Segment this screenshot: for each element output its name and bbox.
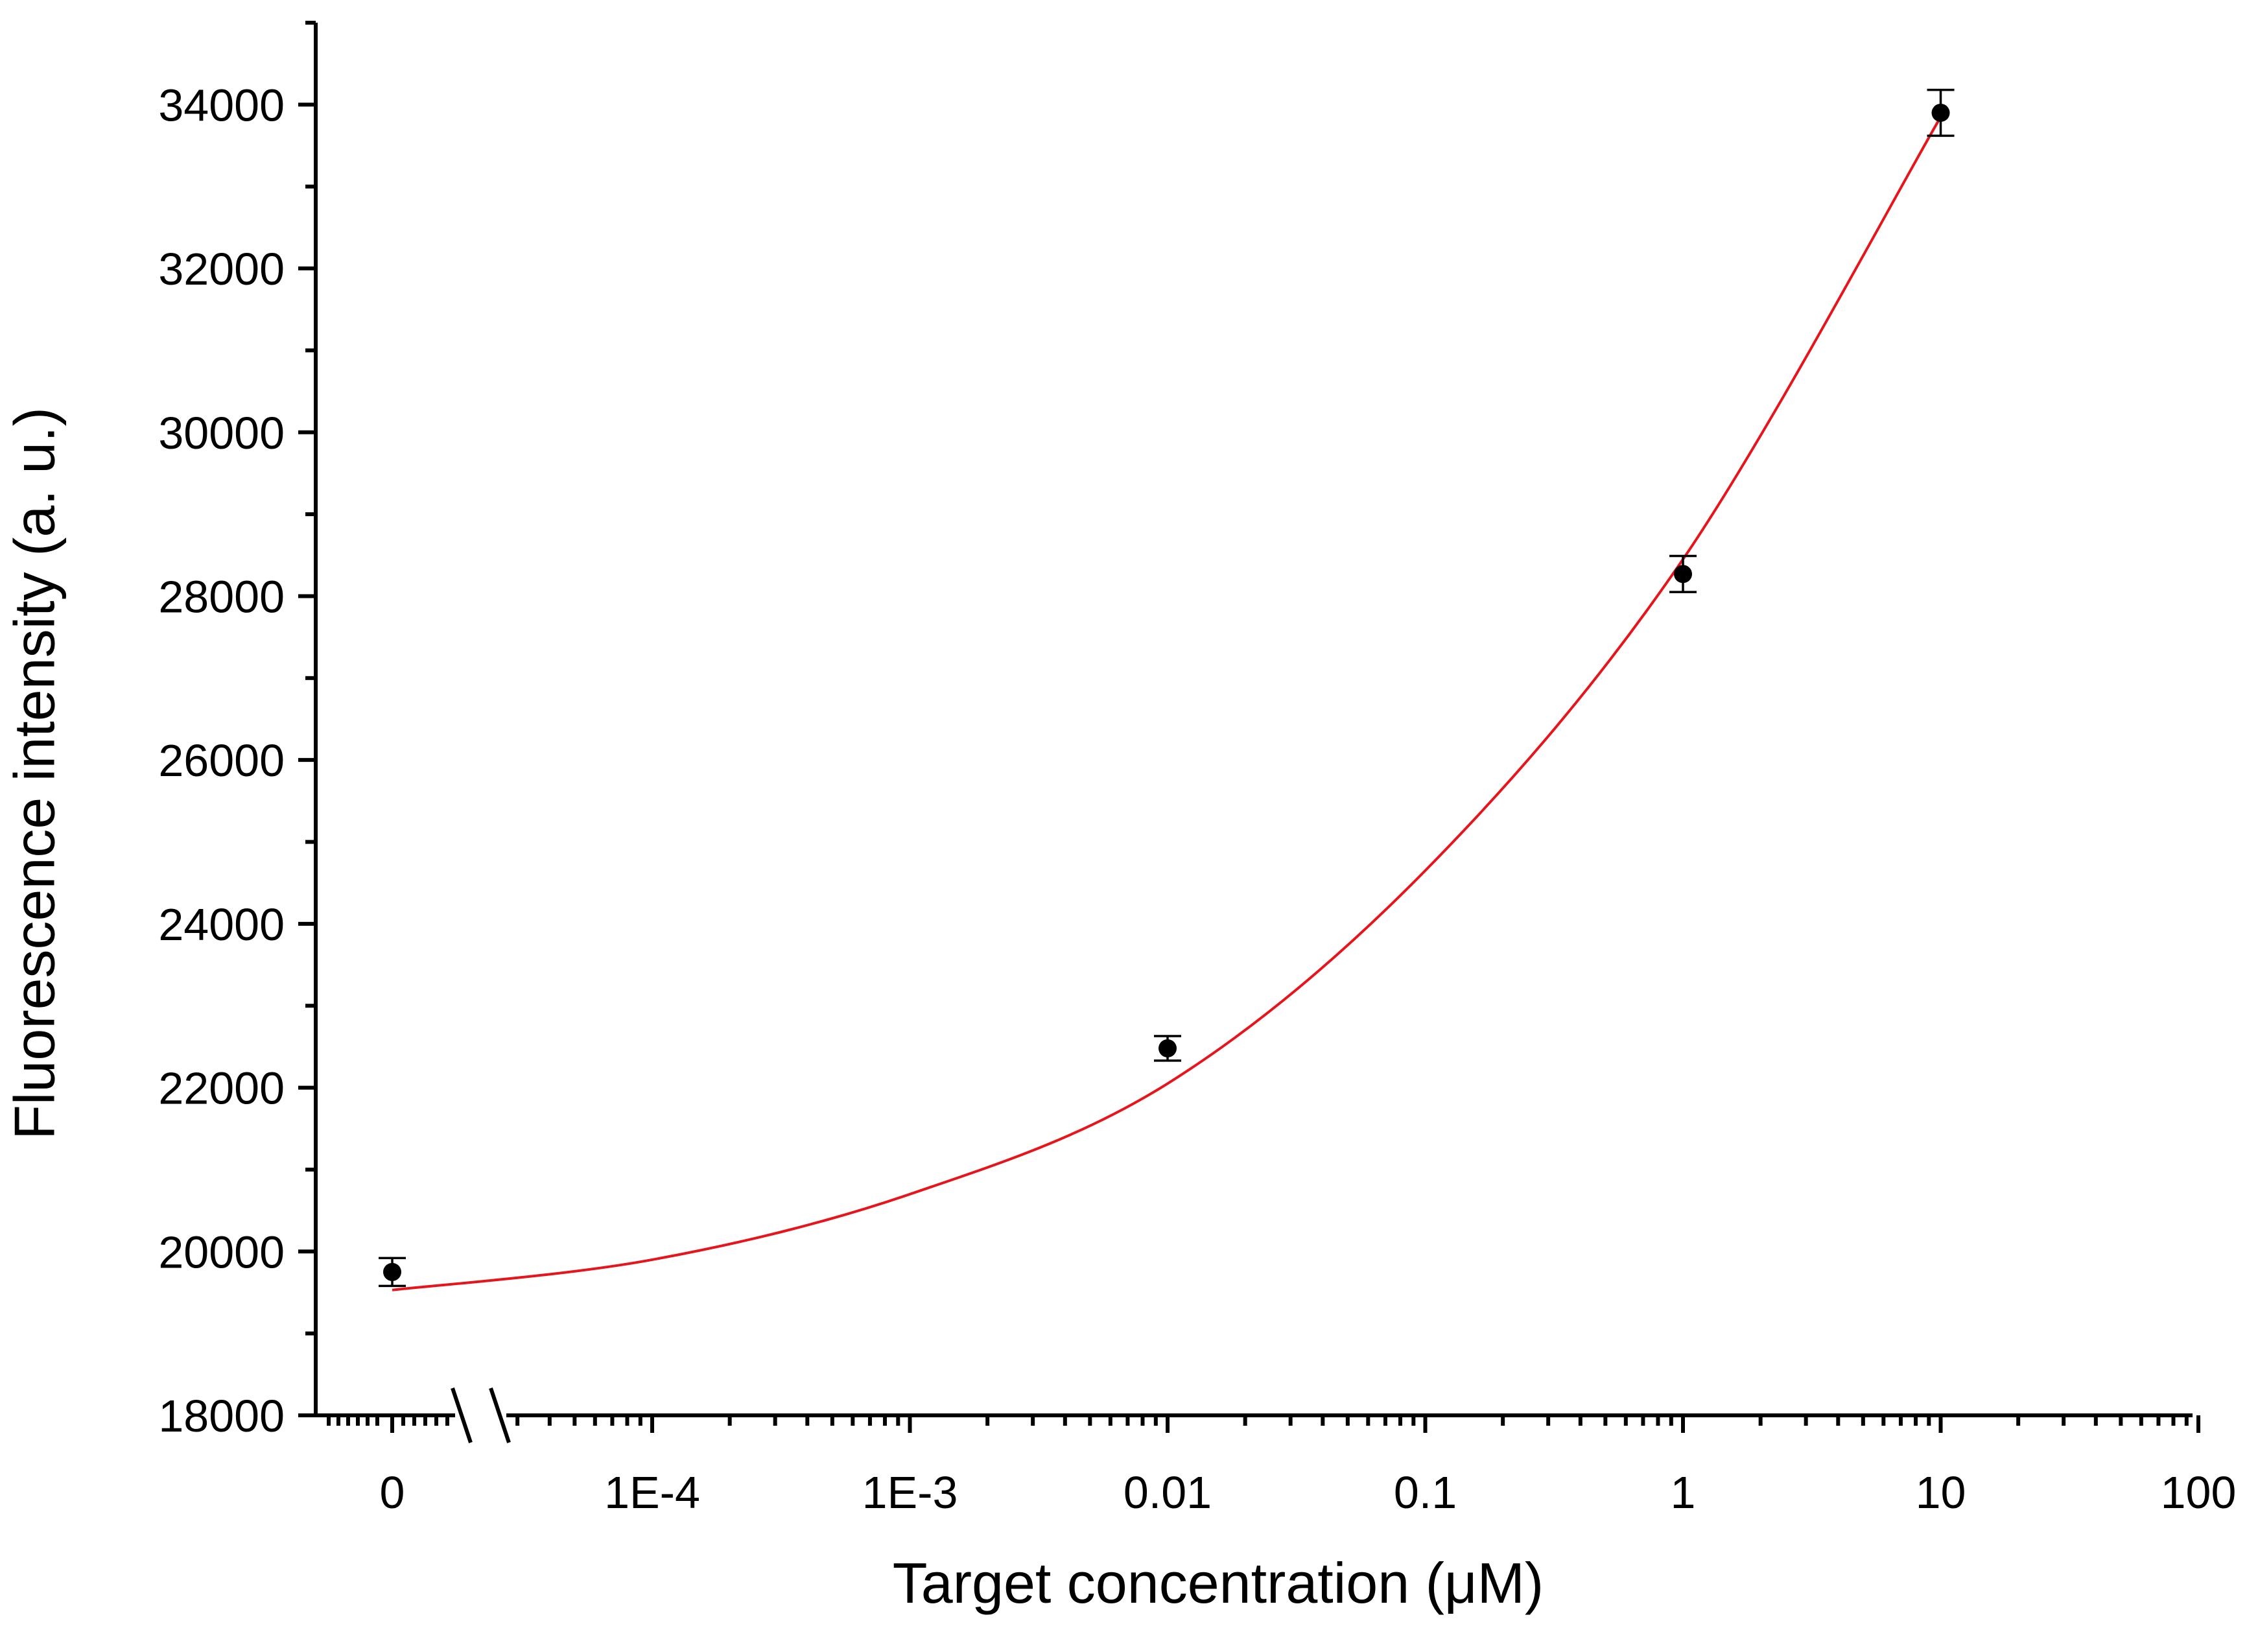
- plot-area: 18000 20000 22000 24000 26000 28000 30000 32000…: [158, 23, 2236, 1518]
- data-point: [1159, 1039, 1177, 1057]
- y-tick-label: 34000: [158, 80, 285, 130]
- data-point: [1674, 565, 1692, 583]
- y-tick-label: 32000: [158, 244, 285, 294]
- data-point: [1932, 104, 1950, 122]
- x-tick-label: 1E-4: [604, 1467, 700, 1518]
- x-tick-label: 10: [1916, 1467, 1966, 1518]
- y-tick-label: 18000: [158, 1391, 285, 1441]
- x-tick-label: 100: [2161, 1467, 2237, 1518]
- x-tick-label: 0: [380, 1467, 405, 1518]
- x-tick-label: 1: [1671, 1467, 1696, 1518]
- y-tick-label: 30000: [158, 408, 285, 458]
- fit-curve: [392, 117, 1941, 1290]
- x-axis-title: Target concentration (μM): [893, 1551, 1544, 1615]
- x-axis-break-mark: [453, 1388, 471, 1443]
- x-tick-label: 0.01: [1124, 1467, 1212, 1518]
- y-axis-title: Fluorescence intensity (a. u.): [2, 407, 66, 1140]
- data-point: [383, 1263, 401, 1281]
- x-tick-label: 0.1: [1394, 1467, 1457, 1518]
- chart: Fluorescence intensity (a. u.) Target co…: [0, 0, 2247, 1652]
- y-tick-label: 24000: [158, 899, 285, 950]
- y-tick-label: 28000: [158, 571, 285, 622]
- y-tick-label: 22000: [158, 1063, 285, 1114]
- x-axis-break-mark: [491, 1388, 509, 1443]
- x-tick-label: 1E-3: [862, 1467, 958, 1518]
- y-tick-label: 20000: [158, 1227, 285, 1277]
- y-tick-label: 26000: [158, 735, 285, 786]
